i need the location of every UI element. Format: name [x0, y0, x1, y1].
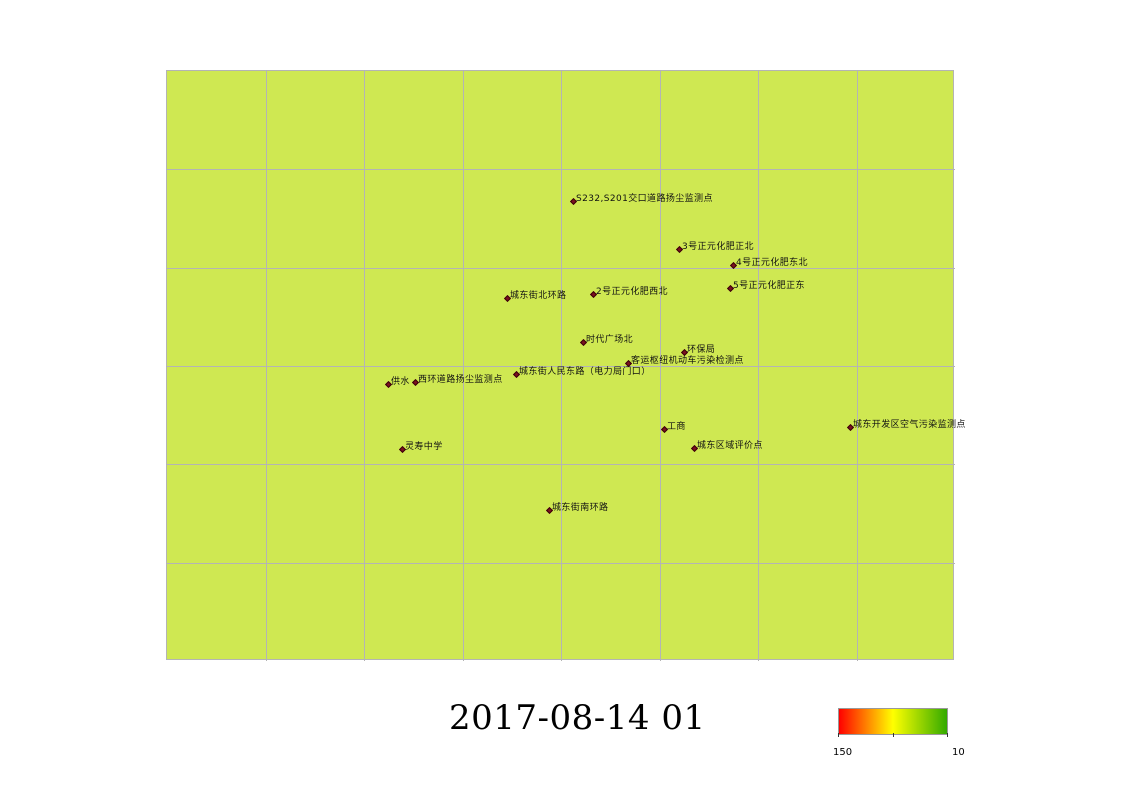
- station-label: 工商: [667, 422, 686, 432]
- station-label: 环保局: [687, 345, 716, 355]
- station-label: 客运枢纽机动车污染检测点: [631, 356, 744, 366]
- color-scale-legend: [838, 708, 948, 735]
- station-label: 4号正元化肥东北: [736, 258, 808, 268]
- station-label: S232,S201交口道路扬尘监测点: [576, 194, 713, 204]
- station-label: 灵寿中学: [405, 442, 443, 452]
- legend-min-label: 10: [952, 747, 965, 758]
- station-label: 5号正元化肥正东: [733, 281, 805, 291]
- station-label: 城东街人民东路（电力局门口）: [519, 367, 651, 377]
- map-grid: [167, 71, 955, 661]
- timestamp-label: 2017-08-14 01: [449, 698, 706, 738]
- station-label: 城东街南环路: [552, 503, 609, 513]
- legend-tick-mid: [893, 733, 894, 737]
- station-label: 西环道路扬尘监测点: [418, 375, 503, 385]
- legend-tick-min: [947, 733, 948, 737]
- legend-max-label: 150: [833, 747, 853, 758]
- station-label: 3号正元化肥正北: [682, 242, 754, 252]
- legend-tick-max: [838, 733, 839, 737]
- station-label: 城东区域评价点: [697, 441, 763, 451]
- station-label: 2号正元化肥西北: [596, 287, 668, 297]
- station-label: 时代广场北: [586, 335, 634, 345]
- station-label: 城东街北环路: [510, 291, 567, 301]
- pollution-map[interactable]: S232,S201交口道路扬尘监测点 3号正元化肥正北 4号正元化肥东北城东街北环路…: [166, 70, 965, 661]
- station-label: 城东开发区空气污染监测点: [853, 420, 966, 430]
- station-label: 供水: [391, 377, 410, 387]
